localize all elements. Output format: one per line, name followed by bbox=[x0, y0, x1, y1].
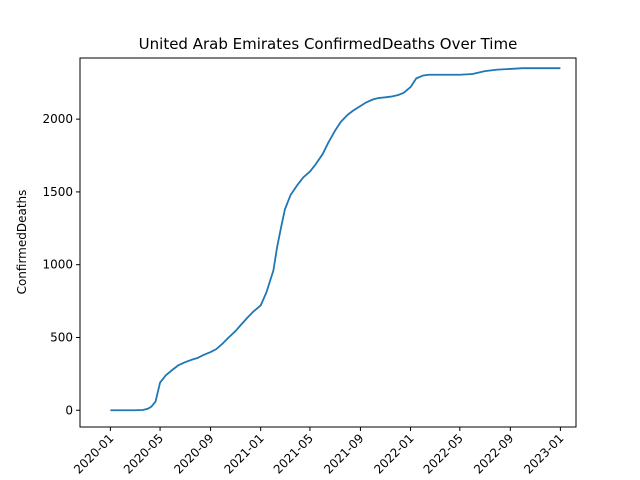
y-tick-label: 2000 bbox=[42, 112, 73, 126]
y-axis: 0 500 1000 1500 2000 bbox=[42, 112, 80, 417]
chart-title: United Arab Emirates ConfirmedDeaths Ove… bbox=[139, 35, 518, 53]
y-tick-label: 500 bbox=[50, 330, 73, 344]
series-line bbox=[110, 67, 561, 412]
y-tick-label: 0 bbox=[65, 403, 73, 417]
y-tick-label: 1500 bbox=[42, 185, 73, 199]
plot-frame bbox=[79, 57, 577, 428]
y-axis-label: ConfirmedDeaths bbox=[15, 190, 29, 295]
y-tick-label: 1000 bbox=[42, 258, 73, 272]
